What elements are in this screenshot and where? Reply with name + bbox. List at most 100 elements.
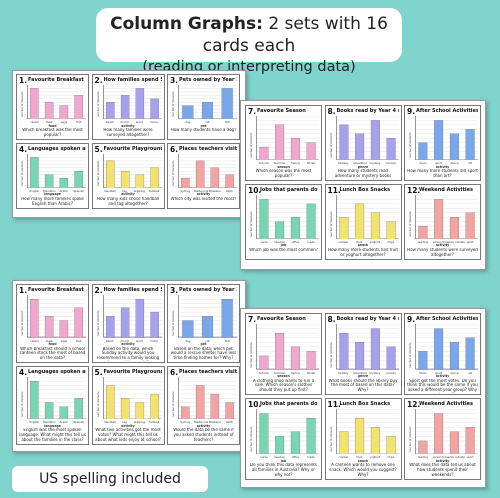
bar: [74, 397, 83, 420]
card-question: Which breakfast should a school canteen …: [19, 346, 86, 361]
bar: [434, 412, 444, 455]
x-axis-label: activity: [435, 374, 450, 379]
graph-card: 11. Lunch Box Snacks number of students cra…: [324, 397, 402, 480]
x-axis-label: activity: [121, 342, 135, 347]
card-title: Favourite Season: [257, 316, 306, 322]
category-label: office: [291, 239, 300, 244]
bar: [120, 95, 129, 120]
card-title: Lunch Box Snacks: [339, 186, 391, 193]
card-title: Favourite Season: [257, 108, 306, 114]
bar: [275, 220, 285, 239]
column-graph: [27, 376, 86, 420]
bar: [105, 384, 115, 420]
column-graph: [178, 85, 237, 120]
bar: [182, 105, 194, 120]
column-graph: [27, 85, 86, 120]
bar: [30, 88, 39, 120]
category-label: sport: [135, 120, 143, 125]
x-axis-label: activity: [435, 243, 450, 248]
category-label: cereal: [30, 338, 39, 343]
bar: [434, 198, 444, 239]
category-label: Brisbane: [208, 188, 221, 193]
card-number: 12.: [407, 399, 421, 409]
bar: [135, 88, 144, 120]
card-number: 4.: [19, 367, 28, 377]
bar: [210, 393, 220, 420]
y-axis-label: number of students: [329, 426, 333, 453]
x-axis-label: activity: [196, 192, 211, 197]
x-axis-label: food: [48, 123, 57, 128]
graph-card: 10. Jobs that parents do number of student…: [245, 397, 322, 480]
card-number: 8.: [327, 107, 336, 116]
bar: [354, 133, 364, 161]
category-label: cracker: [338, 455, 349, 460]
column-graph: [415, 116, 478, 161]
y-axis-label: number of students: [250, 342, 253, 368]
bar: [354, 417, 364, 455]
worksheet-set-b: 7. Favourite Season number of students Autu…: [240, 100, 486, 270]
card-title: Books read by Year 4 students: [336, 108, 399, 114]
card-number: 1.: [19, 76, 28, 85]
x-axis-label: pet: [200, 123, 207, 128]
card-title: Places teachers visit: [179, 145, 237, 152]
category-label: toast: [45, 338, 53, 343]
category-label: handball: [104, 188, 116, 193]
category-label: English: [29, 188, 40, 193]
bar: [210, 167, 220, 188]
card-question: Which city was visited the most?: [170, 196, 237, 201]
card-title: Languages spoken at home: [28, 145, 86, 152]
column-graph: [335, 324, 399, 370]
category-label: art: [468, 370, 473, 375]
y-axis-label: number of students: [329, 211, 333, 237]
category-label: reading: [417, 455, 428, 460]
category-label: trade: [307, 239, 315, 244]
card-question: How many kids chose handball and tag alt…: [96, 196, 160, 206]
x-axis-label: snack: [357, 243, 369, 248]
x-axis-label: season: [277, 374, 290, 379]
bar: [370, 212, 380, 239]
bar: [259, 355, 269, 370]
category-label: English: [29, 420, 40, 425]
card-title: Favourite Breakfast: [28, 77, 84, 83]
card-question: What books should the library buy the mo…: [328, 378, 398, 393]
bar: [181, 177, 190, 188]
bar: [338, 216, 348, 239]
card-number: 12.: [407, 185, 421, 195]
category-label: beach: [105, 338, 114, 343]
bar: [290, 138, 300, 161]
category-label: yoghurt: [369, 239, 381, 244]
y-axis-label: number of students: [250, 426, 253, 453]
column-graph: [27, 295, 86, 338]
category-label: cereal: [30, 120, 39, 125]
bar: [59, 177, 69, 188]
bar: [370, 328, 380, 370]
category-label: adventure: [353, 161, 367, 166]
y-axis-label: number of students: [96, 391, 100, 418]
card-question: Which breakfast was the most popular?: [22, 128, 83, 138]
category-label: handball: [104, 420, 116, 425]
card-number: 5.: [94, 367, 103, 377]
column-graph: [102, 295, 162, 338]
bar: [370, 120, 380, 161]
category-label: football: [149, 420, 160, 425]
category-label: skipping: [133, 420, 146, 425]
bar: [465, 426, 475, 455]
y-axis-label: number of students: [329, 132, 333, 159]
x-axis-label: job: [280, 243, 287, 248]
bar: [449, 342, 459, 370]
category-label: play outside: [448, 239, 465, 244]
bar: [149, 311, 159, 338]
y-axis-label: number of students: [172, 310, 175, 336]
card-number: 11.: [327, 399, 341, 409]
card-title: Places teachers visit: [179, 368, 237, 375]
bar: [290, 346, 300, 370]
category-label: Summer: [273, 161, 286, 166]
card-title: How families spend Sundays: [103, 287, 162, 293]
bar: [135, 401, 144, 420]
banner-title: Column Graphs: 2 sets with 16 cards each: [96, 8, 402, 57]
x-axis-label: activity: [121, 123, 135, 128]
category-label: sport: [466, 455, 474, 460]
bar: [354, 203, 364, 239]
x-axis-label: activity: [196, 423, 211, 428]
category-label: comedy: [385, 161, 396, 166]
